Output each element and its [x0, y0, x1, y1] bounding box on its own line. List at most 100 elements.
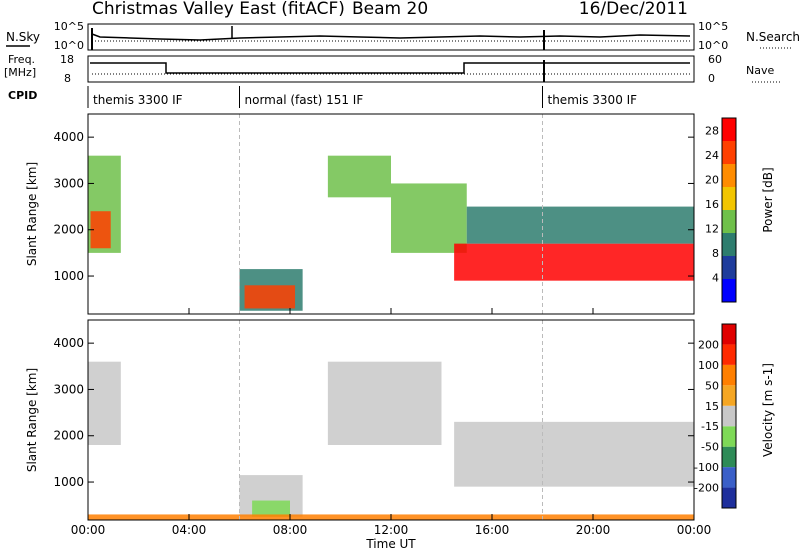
power-data [88, 114, 694, 314]
colorbar-swatch [722, 405, 736, 427]
y-tick-label: 4000 [53, 130, 84, 144]
y-tick-label: 2000 [53, 429, 84, 443]
0-region [327, 155, 391, 198]
colorbar-swatch [722, 446, 736, 468]
velocity-ylabel: Slant Range [km] [25, 368, 39, 472]
1-region [252, 500, 290, 517]
nsky-label: N.Sky [6, 30, 40, 44]
colorbar-swatch [722, 164, 736, 187]
colorbar-swatch [722, 233, 736, 256]
0-region [454, 243, 694, 281]
velocity-panel: 1000 2000 3000 4000 Slant Range [km] 200 100… [25, 319, 775, 521]
x-tick-label: 00:00 [677, 523, 712, 537]
colorbar-swatch [722, 256, 736, 279]
beam-label: Beam 20 [352, 0, 428, 19]
colorbar-swatch [722, 187, 736, 210]
freq-unit: [MHz] [4, 66, 36, 79]
0-region [90, 211, 111, 249]
freq-panel-frame [87, 55, 695, 83]
colorbar-tick-label: 50 [705, 379, 719, 392]
0-region [244, 285, 296, 309]
0-region [466, 206, 694, 244]
power-ylabel: Slant Range [km] [25, 162, 39, 266]
1-region [454, 421, 694, 487]
y-tick-label: 4000 [53, 336, 84, 350]
nsky-tick-bottom: 10^0 [54, 39, 84, 52]
nsky-series [91, 33, 691, 41]
1-region [327, 361, 442, 445]
y-tick-label: 2000 [53, 223, 84, 237]
colorbar-swatch [722, 385, 736, 406]
colorbar-swatch [722, 210, 736, 233]
x-tick-label: 08:00 [273, 523, 308, 537]
colorbar-tick-label: 15 [705, 400, 719, 413]
power-y-ticks: 1000 2000 3000 4000 [53, 130, 694, 283]
freq-panel: Freq. [MHz] 18 8 60 0 Nave [4, 53, 780, 85]
nave-tick-bottom: 0 [708, 72, 715, 85]
cpid-segment-label: themis 3300 IF [93, 93, 183, 107]
station-title: Christmas Valley East (fitACF) [92, 0, 345, 19]
velocity-colorbar-label: Velocity [m s-1] [761, 363, 775, 457]
cpid-segments: themis 3300 IF normal (fast) 151 IF themis… [87, 86, 638, 108]
freq-tick-bottom: 8 [64, 72, 71, 85]
velocity-y-ticks: 1000 2000 3000 4000 [53, 336, 694, 489]
nsearch-tick-top: 10^5 [698, 20, 728, 33]
colorbar-swatch [722, 324, 736, 345]
date-label: 16/Dec/2011 [579, 0, 688, 19]
colorbar-tick-label: -50 [701, 441, 719, 454]
y-tick-label: 3000 [53, 382, 84, 396]
colorbar-tick-label: 24 [705, 149, 719, 162]
velocity-colorbar: 200 100 50 15 -15 -50 -100 -200 [694, 323, 737, 509]
x-tick-label: 16:00 [475, 523, 510, 537]
colorbar-swatch [722, 141, 736, 164]
colorbar-swatch [722, 279, 736, 302]
colorbar-tick-label: 16 [705, 198, 719, 211]
colorbar-tick-label: 100 [698, 359, 719, 372]
nsearch-tick-bottom: 10^0 [698, 39, 728, 52]
nave-label: Nave [746, 64, 774, 77]
nsky-panel: N.Sky 10^5 10^0 10^5 10^0 N.Search [6, 20, 800, 52]
colorbar-tick-label: -100 [694, 461, 719, 474]
colorbar-tick-label: 12 [705, 222, 719, 235]
colorbar-swatch [722, 487, 736, 508]
colorbar-frame [721, 323, 737, 509]
power-panel: 1000 2000 3000 4000 Slant Range [km] 4 8 12 16… [25, 113, 775, 315]
colorbar-tick-label: 28 [705, 124, 719, 137]
cpid-segment-label: normal (fast) 151 IF [245, 93, 364, 107]
x-axis-label: Time UT [365, 537, 416, 551]
x-tick-label: 04:00 [172, 523, 207, 537]
colorbar-swatch [722, 344, 736, 365]
freq-tick-top: 18 [60, 53, 74, 66]
nsky-tick-top: 10^5 [54, 20, 84, 33]
colorbar-swatch [722, 118, 736, 141]
nave-tick-top: 60 [708, 53, 722, 66]
colorbar-tick-label: 200 [698, 338, 719, 351]
1-region [88, 361, 121, 445]
colorbar-swatch [722, 426, 736, 447]
colorbar-swatch [722, 467, 736, 488]
y-tick-label: 3000 [53, 176, 84, 190]
colorbar-tick-label: -200 [694, 482, 719, 495]
power-colorbar: 4 8 12 16 20 24 28 [705, 117, 737, 303]
freq-label: Freq. [8, 53, 35, 66]
colorbar-tick-label: -15 [701, 420, 719, 433]
colorbar-frame [721, 117, 737, 303]
y-tick-label: 1000 [53, 269, 84, 283]
nsky-panel-frame [87, 23, 695, 51]
x-axis-ticks: 00:00 04:00 08:00 12:00 16:00 20:00 00:00 [71, 308, 712, 537]
x-tick-label: 12:00 [374, 523, 409, 537]
cpid-label: CPID [8, 89, 37, 102]
colorbar-tick-label: 20 [705, 173, 719, 186]
cpid-segment-label: themis 3300 IF [548, 93, 638, 107]
x-tick-label: 00:00 [71, 523, 106, 537]
y-tick-label: 1000 [53, 475, 84, 489]
nsearch-label: N.Search [746, 30, 800, 44]
freq-series [90, 62, 690, 74]
0-region [391, 183, 467, 253]
x-tick-label: 20:00 [576, 523, 611, 537]
colorbar-tick-label: 4 [712, 271, 719, 284]
colorbar-tick-label: 8 [712, 247, 719, 260]
cpid-row: CPID themis 3300 IF normal (fast) 151 IF t… [8, 86, 637, 108]
colorbar-swatch [722, 364, 736, 386]
